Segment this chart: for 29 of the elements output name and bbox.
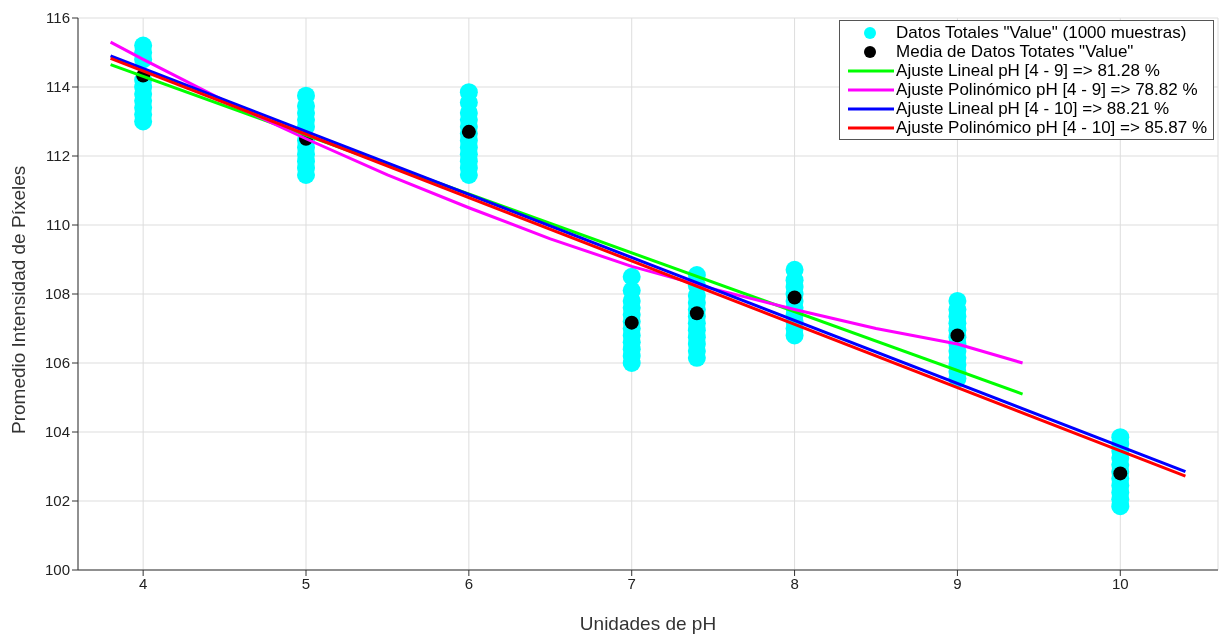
- x-tick-label: 7: [627, 574, 636, 592]
- y-tick-label: 116: [46, 9, 70, 27]
- point: [461, 124, 476, 139]
- x-tick-label: 10: [1111, 574, 1129, 592]
- x-tick-label: 6: [464, 574, 474, 592]
- point: [1113, 466, 1128, 481]
- x-tick-label: 5: [301, 574, 311, 592]
- legend-label: Ajuste Polinómico pH [4 - 9] => 78.82 %: [896, 80, 1198, 99]
- x-tick-label: 8: [790, 574, 799, 592]
- point: [950, 328, 965, 343]
- y-tick-label: 102: [44, 492, 70, 510]
- y-tick-label: 108: [44, 285, 70, 303]
- y-tick-label: 114: [46, 78, 70, 96]
- x-tick-label: 9: [953, 574, 962, 592]
- legend-label: Ajuste Lineal pH [4 - 10] => 88.21 %: [896, 99, 1170, 118]
- x-axis-title: Unidades de pH: [579, 613, 717, 634]
- x-tick-label: 4: [138, 574, 148, 592]
- y-tick-label: 112: [46, 147, 70, 165]
- y-tick-label: 106: [44, 354, 70, 372]
- y-tick-label: 100: [44, 561, 70, 579]
- legend-label: Ajuste Polinómico pH [4 - 10] => 85.87 %: [896, 118, 1207, 137]
- y-tick-label: 104: [44, 423, 70, 441]
- legend-label: Media de Datos Totates "Value": [896, 42, 1134, 61]
- legend-label: Ajuste Lineal pH [4 - 9] => 81.28 %: [896, 61, 1160, 80]
- point: [689, 306, 704, 321]
- y-axis-title: Promedio Intensidad de Píxeles: [7, 165, 29, 434]
- legend-label: Datos Totales "Value" (1000 muestras): [896, 23, 1187, 42]
- y-tick-label: 110: [46, 216, 70, 234]
- point: [787, 290, 802, 305]
